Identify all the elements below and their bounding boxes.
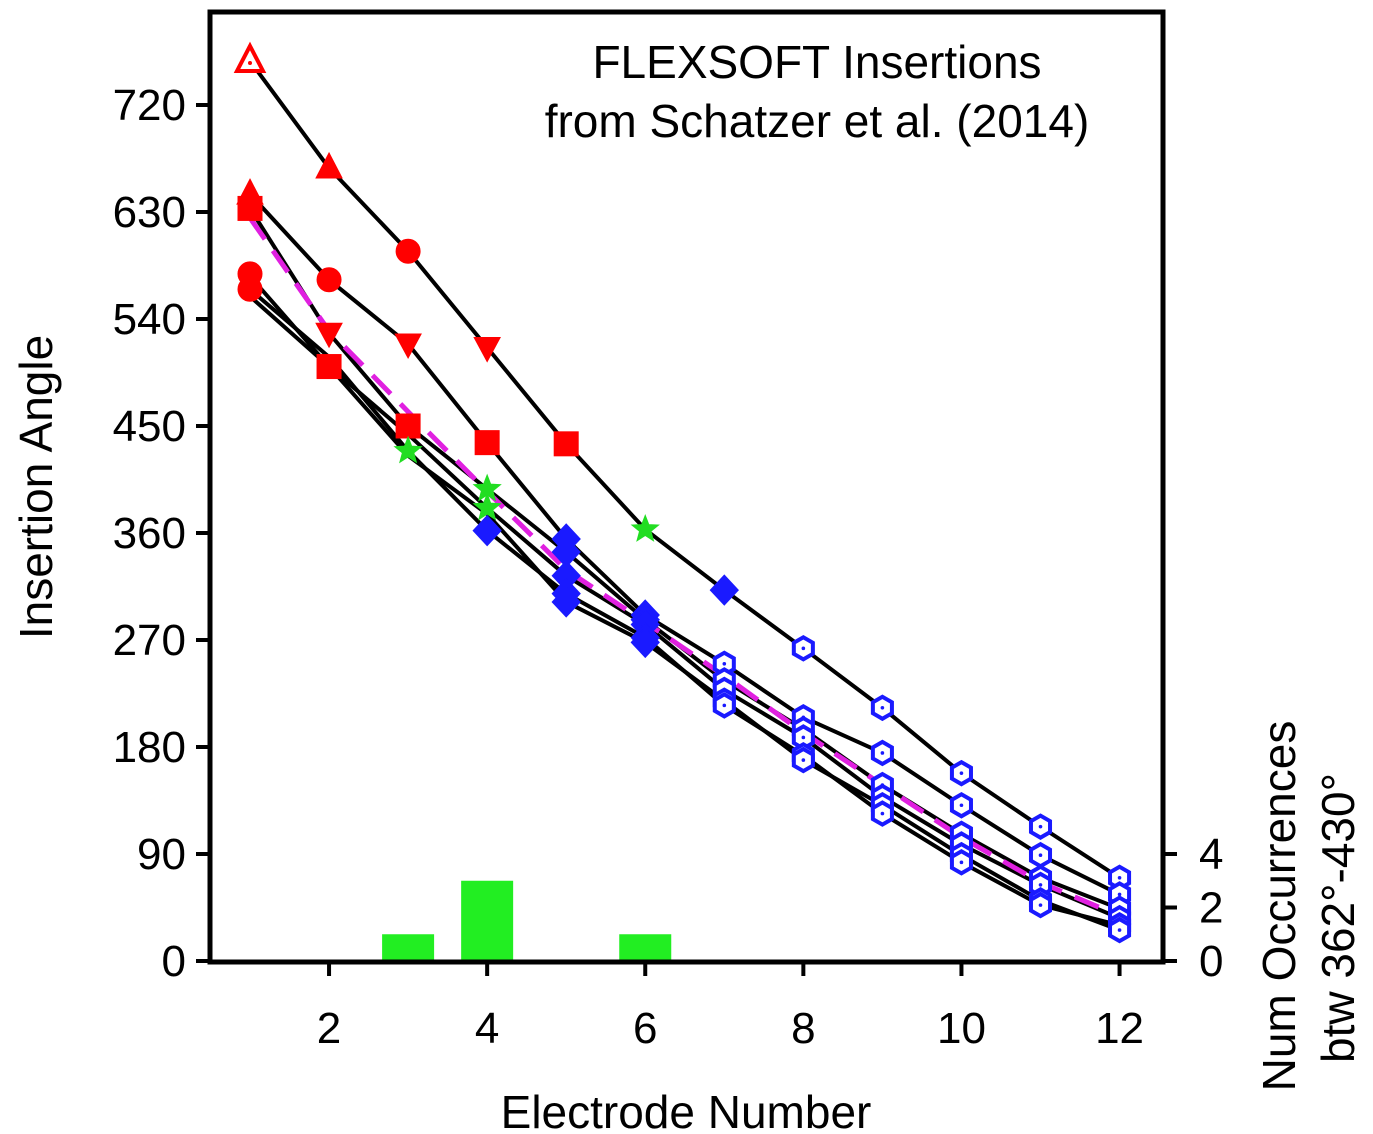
- chart-title-line-1: FLEXSOFT Insertions: [592, 36, 1041, 88]
- y-tick-label: 90: [137, 830, 186, 879]
- marker-star: [630, 514, 660, 542]
- series-line: [248, 294, 1121, 932]
- marker-center-dot: [959, 803, 964, 808]
- y-tick-label: 450: [113, 402, 186, 451]
- x-tick-label: 6: [633, 1004, 657, 1053]
- marker-center-dot: [1117, 892, 1122, 897]
- chart-title-line-2: from Schatzer et al. (2014): [545, 95, 1090, 147]
- marker-center-dot: [722, 661, 727, 666]
- y-tick-label: 0: [162, 937, 186, 986]
- y-tick-label: 360: [113, 509, 186, 558]
- marker-triangle-up: [233, 41, 267, 74]
- marker-center-dot: [801, 646, 806, 651]
- x-tick-label: 8: [791, 1004, 815, 1053]
- marker-circle: [395, 238, 421, 264]
- marker-triangle-down: [394, 333, 422, 360]
- histogram-bar: [382, 934, 435, 961]
- histogram-bar: [619, 934, 672, 961]
- y-tick-label: 180: [113, 723, 186, 772]
- marker-center-dot: [722, 703, 727, 708]
- x-tick-label: 2: [317, 1004, 341, 1053]
- marker-center-dot: [959, 771, 964, 775]
- marker-diamond: [472, 514, 502, 547]
- marker-center-dot: [880, 705, 885, 710]
- series-line: [248, 274, 1121, 921]
- marker-star: [393, 435, 423, 464]
- marker-center-dot: [880, 751, 885, 755]
- markers-layer: [233, 41, 1132, 944]
- y2-tick-label: 0: [1199, 937, 1223, 986]
- series-lines-layer: [248, 59, 1121, 932]
- marker-center-dot: [1038, 903, 1043, 907]
- y2-tick-label: 2: [1199, 883, 1223, 932]
- marker-circle: [316, 267, 342, 293]
- marker-center-dot: [1038, 853, 1043, 857]
- marker-circle: [237, 276, 263, 302]
- marker-center-dot: [1038, 824, 1043, 829]
- marker-square: [553, 431, 579, 457]
- marker-square: [474, 430, 500, 456]
- marker-center-dot: [1117, 875, 1122, 880]
- marker-center-dot: [1038, 883, 1043, 887]
- marker-center-dot: [959, 860, 964, 865]
- marker-diamond: [630, 626, 660, 659]
- marker-triangle-down: [473, 337, 501, 363]
- marker-triangle-down: [315, 322, 343, 349]
- x-tick-label: 10: [937, 1004, 986, 1053]
- y2-axis-label-line-2: btw 362°-430°: [1312, 773, 1364, 1063]
- x-tick-label: 12: [1095, 1004, 1144, 1053]
- marker-center-dot: [248, 61, 252, 66]
- marker-center-dot: [1117, 928, 1122, 932]
- marker-square: [237, 195, 263, 221]
- series-line: [248, 59, 1121, 880]
- y2-axis-label-line-1: Num Occurrences: [1253, 721, 1305, 1092]
- y2-tick-label: 4: [1199, 830, 1223, 879]
- y-tick-label: 720: [113, 81, 186, 130]
- mean-line-layer: [247, 216, 1121, 919]
- histogram-layer: [382, 880, 672, 961]
- mean-dashed-line: [247, 216, 1121, 919]
- y-tick-label: 540: [113, 295, 186, 344]
- y-tick-label: 630: [113, 188, 186, 237]
- marker-center-dot: [801, 735, 806, 740]
- x-axis-label: Electrode Number: [501, 1086, 872, 1134]
- marker-diamond: [551, 586, 581, 618]
- x-tick-label: 4: [475, 1004, 499, 1053]
- y-axis-label: Insertion Angle: [10, 335, 62, 639]
- marker-center-dot: [880, 811, 885, 816]
- series-line: [248, 192, 1121, 897]
- y-tick-label: 270: [113, 616, 186, 665]
- marker-diamond: [709, 574, 739, 606]
- marker-center-dot: [801, 758, 806, 762]
- marker-square: [395, 413, 421, 439]
- marker-triangle-up: [315, 151, 343, 179]
- histogram-bar: [461, 880, 514, 961]
- marker-square: [316, 354, 342, 380]
- plot-frame: [207, 9, 1166, 965]
- marker-star: [472, 492, 502, 521]
